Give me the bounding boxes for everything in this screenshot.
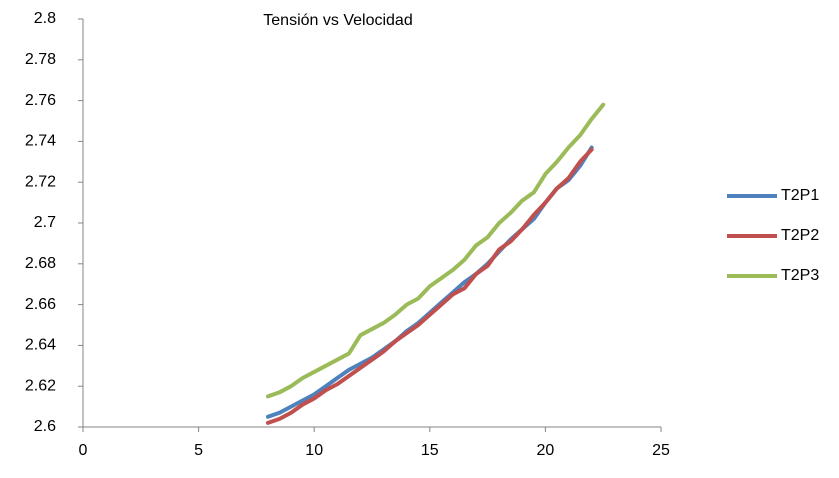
y-tick-label: 2.66 [25, 296, 56, 313]
x-tick-label: 10 [305, 442, 323, 459]
series-line [265, 147, 594, 425]
y-tick-label: 2.6 [34, 418, 56, 435]
series-line [265, 145, 594, 419]
y-tick-label: 2.8 [34, 10, 56, 27]
series-line [265, 102, 606, 399]
y-tick-label: 2.74 [25, 133, 56, 150]
x-tick-label: 20 [537, 442, 555, 459]
legend-label: T2P2 [781, 227, 819, 244]
x-tick-label: 0 [79, 442, 88, 459]
y-tick-label: 2.78 [25, 51, 56, 68]
x-tick-label: 25 [652, 442, 670, 459]
y-tick-label: 2.62 [25, 377, 56, 394]
y-tick-label: 2.76 [25, 92, 56, 109]
y-tick-label: 2.7 [34, 214, 56, 231]
y-tick-label: 2.72 [25, 173, 56, 190]
y-tick-label: 2.68 [25, 255, 56, 272]
legend-label: T2P3 [781, 267, 819, 284]
legend-label: T2P1 [781, 187, 819, 204]
y-tick-label: 2.64 [25, 337, 56, 354]
chart-title: Tensión vs Velocidad [263, 12, 412, 29]
x-tick-label: 15 [421, 442, 439, 459]
x-tick-label: 5 [194, 442, 203, 459]
